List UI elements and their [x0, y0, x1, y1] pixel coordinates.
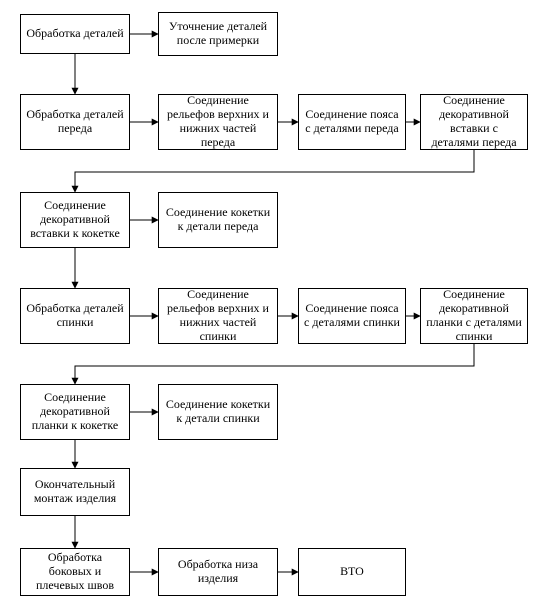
flowchart-node: Уточнение деталей после примерки [158, 12, 278, 56]
node-label: Соединение рельефов верхних и нижних час… [163, 288, 273, 343]
node-label: ВТО [340, 565, 364, 579]
flowchart-node: Обработка низа изделия [158, 548, 278, 596]
flowchart-node: Обработка деталей спинки [20, 288, 130, 344]
flowchart-node: Соединение рельефов верхних и нижних час… [158, 94, 278, 150]
flowchart-canvas: Обработка деталей Уточнение деталей после… [0, 0, 546, 605]
node-label: Обработка боковых и плечевых швов [25, 551, 125, 592]
node-label: Соединение кокетки к детали спинки [163, 398, 273, 426]
node-label: Обработка деталей спинки [25, 302, 125, 330]
flowchart-edge [75, 150, 474, 192]
node-label: Соединение декоративной вставки с деталя… [425, 94, 523, 149]
node-label: Обработка деталей переда [25, 108, 125, 136]
node-label: Уточнение деталей после примерки [163, 20, 273, 48]
flowchart-node: Соединение кокетки к детали переда [158, 192, 278, 248]
flowchart-node: Соединение пояса с деталями переда [298, 94, 406, 150]
flowchart-node: Окончательный монтаж изделия [20, 468, 130, 516]
flowchart-node: Соединение декоративной планки к кокетке [20, 384, 130, 440]
flowchart-node: Соединение декоративной планки с деталям… [420, 288, 528, 344]
node-label: Окончательный монтаж изделия [25, 478, 125, 506]
node-label: Соединение декоративной планки с деталям… [425, 288, 523, 343]
flowchart-node: Обработка деталей [20, 14, 130, 54]
node-label: Соединение пояса с деталями спинки [303, 302, 401, 330]
node-label: Соединение кокетки к детали переда [163, 206, 273, 234]
flowchart-edge [75, 344, 474, 384]
flowchart-node: Соединение рельефов верхних и нижних час… [158, 288, 278, 344]
node-label: Соединение пояса с деталями переда [303, 108, 401, 136]
flowchart-node: Соединение пояса с деталями спинки [298, 288, 406, 344]
node-label: Соединение рельефов верхних и нижних час… [163, 94, 273, 149]
node-label: Соединение декоративной планки к кокетке [25, 391, 125, 432]
flowchart-node: Соединение кокетки к детали спинки [158, 384, 278, 440]
node-label: Обработка низа изделия [163, 558, 273, 586]
node-label: Соединение декоративной вставки к кокетк… [25, 199, 125, 240]
flowchart-node: ВТО [298, 548, 406, 596]
flowchart-node: Обработка боковых и плечевых швов [20, 548, 130, 596]
flowchart-node: Соединение декоративной вставки к кокетк… [20, 192, 130, 248]
flowchart-node: Обработка деталей переда [20, 94, 130, 150]
node-label: Обработка деталей [26, 27, 123, 41]
flowchart-node: Соединение декоративной вставки с деталя… [420, 94, 528, 150]
